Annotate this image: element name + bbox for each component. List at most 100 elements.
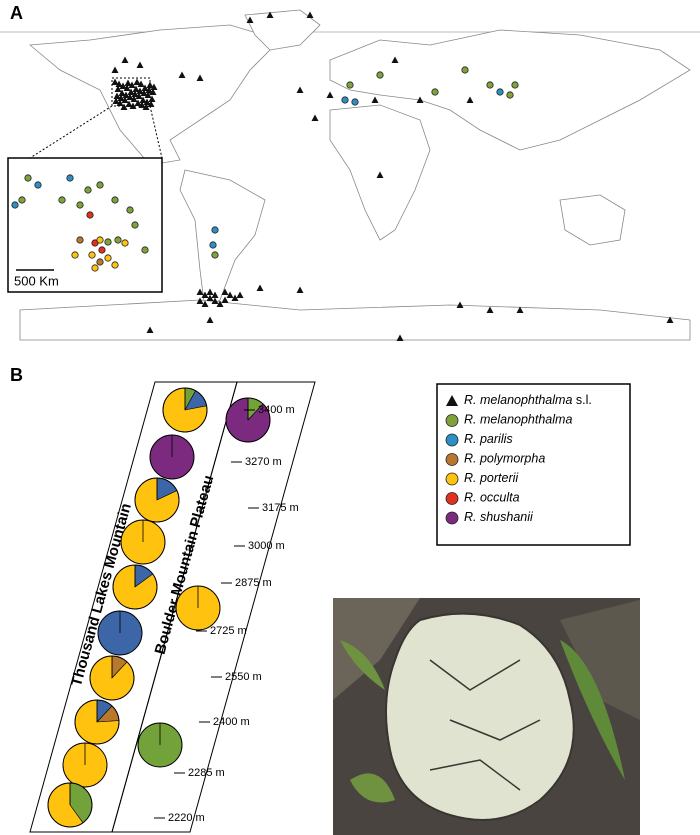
pie-outline [89, 655, 135, 701]
map-triangle [147, 100, 155, 107]
legend-label: R. parilis [464, 432, 513, 446]
legend-label: R. polymorpha [464, 452, 545, 466]
map-triangle [140, 89, 148, 96]
land [329, 29, 691, 151]
map-triangle [115, 80, 123, 87]
inset-connector [149, 105, 163, 159]
map-triangle [196, 297, 204, 304]
elevation-label: 3175 m [262, 502, 299, 514]
legend-name: R. polymorpha [464, 452, 545, 466]
map-dot [24, 174, 32, 182]
map-dot [76, 236, 84, 244]
elevation-label: 3000 m [248, 540, 285, 552]
map-dot [91, 264, 99, 272]
map-dot [461, 66, 469, 74]
map-dot [346, 81, 354, 89]
map-dot [104, 254, 112, 262]
map-triangle [296, 286, 304, 293]
rock [560, 600, 640, 720]
legend-symbol [445, 472, 459, 486]
map-triangle [145, 86, 153, 93]
map-dot [71, 251, 79, 259]
map-dot [211, 251, 219, 259]
map-triangle [396, 334, 404, 341]
map-dot [126, 206, 134, 214]
map-triangle [201, 300, 209, 307]
legend-label: R. porterii [464, 471, 519, 485]
pie-outline [120, 519, 166, 565]
map-dot [34, 181, 42, 189]
map-triangle [206, 294, 214, 301]
pie-outline [112, 564, 158, 610]
map-triangle [150, 83, 158, 90]
map-triangle [486, 306, 494, 313]
map-dot [86, 211, 94, 219]
land [19, 299, 691, 341]
map-triangle [133, 78, 141, 85]
map-triangle [516, 306, 524, 313]
map-dot [209, 241, 217, 249]
map-triangle [114, 85, 122, 92]
map-triangle [146, 81, 154, 88]
pie-outline [162, 387, 208, 433]
pie-outline [62, 742, 108, 788]
map-triangle [118, 89, 126, 96]
map-triangle [311, 114, 319, 121]
map-triangle [121, 96, 129, 103]
map-triangle [130, 95, 138, 102]
elevation-label: 2400 m [213, 716, 250, 728]
map-dot [111, 196, 119, 204]
legend-name: R. porterii [464, 471, 519, 485]
map-triangle [201, 291, 209, 298]
elevation-label: 3400 m [258, 404, 295, 416]
pies [47, 387, 271, 828]
map-triangle [111, 66, 119, 73]
map-triangle [124, 79, 132, 86]
map-dot [96, 236, 104, 244]
map-dot [98, 246, 106, 254]
map-triangle [221, 296, 229, 303]
elevations: 3400 m 3270 m 3175 m 3000 m 2875 m 2725 m 2550… [154, 404, 299, 824]
map-triangle [178, 71, 186, 78]
map-dot [96, 181, 104, 189]
legend-label: R. melanophthalma s.l. [464, 393, 592, 407]
pie-outline [137, 722, 183, 768]
elevation-label: 3270 m [245, 456, 282, 468]
map-triangle [236, 291, 244, 298]
legend-symbol [446, 395, 458, 406]
map-dot [376, 71, 384, 79]
map-triangle [144, 91, 152, 98]
lichen-cracks [429, 659, 541, 791]
legend: R. melanophthalma s.l.R. melanophthalmaR… [445, 393, 592, 525]
map-triangle [416, 96, 424, 103]
legend-symbol [445, 492, 459, 505]
map-dot [506, 91, 514, 99]
map-triangle [139, 96, 147, 103]
map-triangle [296, 86, 304, 93]
map-dot [58, 196, 66, 204]
pie-outline [225, 397, 271, 443]
map-triangle [391, 56, 399, 63]
pie-outline [47, 782, 93, 828]
pie-outline [175, 585, 221, 631]
map-triangle [211, 291, 219, 298]
world-map: 500 Km [0, 9, 700, 341]
map-dot [486, 81, 494, 89]
map-triangle [127, 88, 135, 95]
pie-outline [134, 477, 180, 523]
leaf [560, 640, 625, 780]
map-triangle [266, 11, 274, 18]
map-triangle [129, 102, 137, 109]
map-triangle [111, 78, 119, 85]
map-triangle [231, 294, 239, 301]
map-dot [11, 201, 19, 209]
map-triangle [211, 297, 219, 304]
legend-name: R. shushanii [464, 510, 534, 524]
map-triangle [128, 81, 136, 88]
land [244, 9, 321, 51]
inset-connector [29, 105, 113, 159]
map-triangle [466, 96, 474, 103]
map-dot [84, 186, 92, 194]
